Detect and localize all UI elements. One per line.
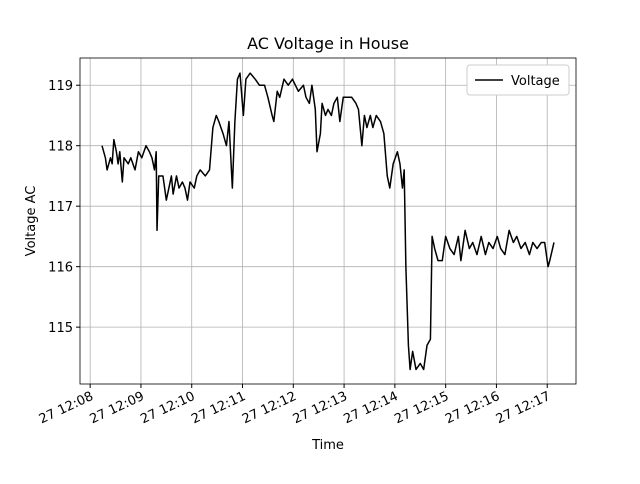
x-axis-label: Time xyxy=(311,438,344,453)
y-axis-label: Voltage AC xyxy=(24,186,39,257)
plot-frame xyxy=(79,57,577,385)
y-tick-label: 118 xyxy=(48,140,73,155)
y-tick-label: 119 xyxy=(48,79,73,94)
legend-label: Voltage xyxy=(511,74,560,89)
chart-title: AC Voltage in House xyxy=(247,34,409,53)
y-tick-label: 115 xyxy=(48,321,73,336)
y-tick-label: 117 xyxy=(48,200,73,215)
y-tick-label: 116 xyxy=(48,261,73,276)
line-series xyxy=(101,72,555,371)
legend-box xyxy=(466,64,570,96)
